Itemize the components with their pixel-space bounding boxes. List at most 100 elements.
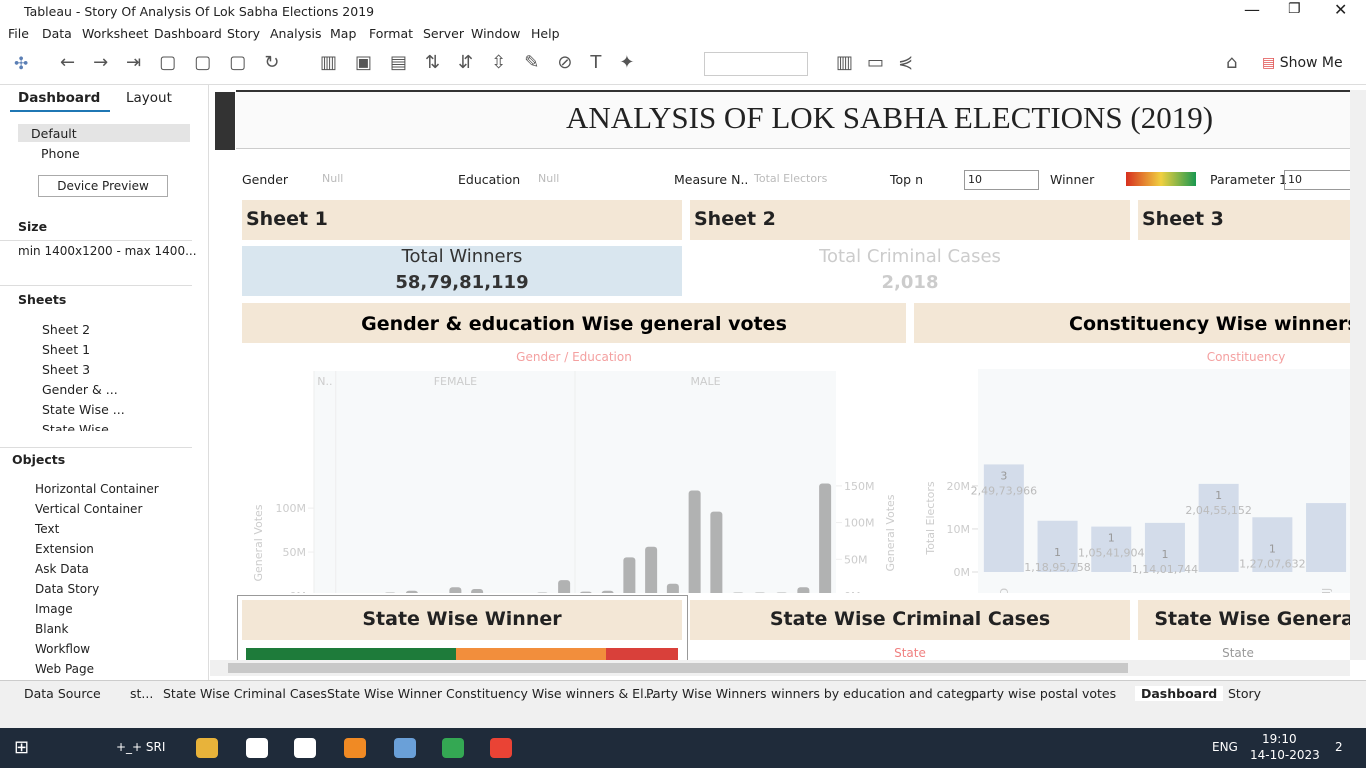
size-dropdown[interactable]: min 1400x1200 - max 1400...: [18, 244, 197, 258]
dashboard-title: ANALYSIS OF LOK SABHA ELECTIONS (2019): [566, 100, 1214, 135]
highlight-icon[interactable]: ⌂: [1226, 52, 1238, 73]
notifications[interactable]: 2: [1335, 740, 1343, 754]
kpi-value: 2,018: [881, 272, 939, 293]
sheet-item[interactable]: Sheet 2: [42, 322, 91, 337]
menu-item[interactable]: Worksheet: [82, 26, 149, 41]
menu-item[interactable]: Data: [42, 26, 72, 41]
start-button[interactable]: ⊞: [14, 737, 30, 758]
bar: [754, 592, 765, 593]
menu-item[interactable]: File: [8, 26, 29, 41]
menu-item[interactable]: Dashboard: [154, 26, 222, 41]
menu-item[interactable]: Map: [330, 26, 357, 41]
sheet-item[interactable]: Sheet 1: [42, 342, 91, 357]
taskbar: ⊞ +_+ SRI ENG 19:10 14-10-2023 2: [0, 728, 1366, 768]
sheet-tab[interactable]: st...: [130, 686, 154, 701]
container-handle[interactable]: [215, 92, 235, 150]
object-item[interactable]: Extension: [35, 542, 94, 556]
panel-tab[interactable]: Layout: [126, 90, 172, 106]
restore[interactable]: ❐: [1288, 1, 1301, 17]
object-item[interactable]: Web Page: [35, 662, 95, 676]
group-label: FEMALE: [434, 375, 477, 388]
sheet-item[interactable]: Gender & ...: [42, 382, 118, 397]
object-item[interactable]: Blank: [35, 622, 69, 636]
x-axis-title: Constituency: [1207, 350, 1286, 364]
clock-time: 19:10: [1262, 732, 1297, 746]
data-label: 1,18,95,758: [1024, 561, 1090, 574]
sheet-item[interactable]: State Wise ...: [42, 402, 125, 417]
object-item[interactable]: Text: [35, 522, 60, 536]
left-panel: Dashboard Layout Default Phone Device Previe…: [0, 85, 209, 680]
sheet-item[interactable]: Sheet 3: [42, 362, 91, 377]
group-label: N..: [317, 375, 332, 388]
sheet-tab[interactable]: State Wise Criminal Cases: [163, 686, 327, 701]
sheet-tab[interactable]: Story: [1228, 686, 1262, 701]
v-scrollbar[interactable]: [1350, 90, 1366, 660]
filter-control[interactable]: Null: [538, 172, 560, 185]
device-item[interactable]: Phone: [41, 146, 80, 161]
y-tick-label: 10M: [947, 523, 971, 536]
menu-item[interactable]: Format: [369, 26, 414, 41]
tableau-logo[interactable]: ✣: [14, 54, 29, 74]
y-tick-label: 100M: [276, 502, 307, 515]
bar: [623, 557, 636, 593]
kpi-box: [242, 246, 682, 296]
menu-item[interactable]: Analysis: [270, 26, 322, 41]
winner-legend: [1126, 172, 1196, 186]
object-item[interactable]: Ask Data: [35, 562, 89, 576]
bar: [1252, 517, 1293, 572]
sheet-tab[interactable]: Party Wise Winners: [646, 686, 767, 701]
bar: [733, 592, 744, 593]
device-preview-button[interactable]: Device Preview: [38, 175, 168, 197]
winner-count: 3: [1000, 469, 1007, 482]
minimize[interactable]: —: [1244, 0, 1260, 19]
toolbar-icons-2[interactable]: ▥▣▤⇅⇵⇳✎⊘T✦: [320, 52, 653, 73]
filter-control[interactable]: 10: [1284, 170, 1350, 190]
fit-dropdown[interactable]: [704, 52, 808, 76]
bar: [537, 592, 548, 593]
sheet-tab[interactable]: Dashboard: [1135, 686, 1224, 701]
filter-label: Gender: [242, 172, 289, 187]
data-label: 1,14,01,744: [1132, 563, 1198, 576]
menu-item[interactable]: Server: [423, 26, 464, 41]
object-item[interactable]: Data Story: [35, 582, 100, 596]
object-item[interactable]: Workflow: [35, 642, 91, 656]
panel-tab[interactable]: Dashboard: [18, 90, 101, 106]
toolbar-icons[interactable]: ←→⇥▢▢▢↻: [60, 52, 298, 73]
app-icon[interactable]: [442, 738, 464, 758]
sheet-tab[interactable]: winners by education and categ...: [771, 686, 984, 701]
filter-control[interactable]: Null: [322, 172, 344, 185]
filter-label: Top n: [890, 172, 923, 187]
y-axis-title: General Votes: [252, 504, 265, 581]
bar: [405, 590, 418, 593]
show-me[interactable]: ▤ Show Me: [1262, 55, 1343, 71]
sheet-tab[interactable]: Data Source: [24, 686, 101, 701]
sheet-item[interactable]: State Wise: [42, 422, 109, 431]
app-icon[interactable]: [294, 738, 316, 758]
chart-title: State Wise Criminal Cases: [769, 608, 1051, 630]
app-icon[interactable]: [196, 738, 218, 758]
app-icon[interactable]: [394, 738, 416, 758]
section-heading: Objects: [12, 452, 66, 467]
winner-bar: [246, 648, 456, 660]
filter-control[interactable]: 10: [964, 170, 1039, 190]
sheet-tab[interactable]: party wise postal votes: [971, 686, 1117, 701]
device-item[interactable]: Default: [31, 126, 77, 141]
menu-item[interactable]: Window: [471, 26, 521, 41]
toolbar-icons-3[interactable]: ▥▭⋞: [836, 52, 928, 73]
sheet-tab[interactable]: State Wise Winner: [327, 686, 443, 701]
chart-subtitle: State: [1222, 646, 1254, 660]
close[interactable]: ✕: [1334, 0, 1348, 19]
title-bar: Tableau - Story Of Analysis Of Lok Sabha…: [0, 0, 1366, 22]
object-item[interactable]: Vertical Container: [35, 502, 143, 516]
app-icon[interactable]: [344, 738, 366, 758]
app-icon[interactable]: [490, 738, 512, 758]
filter-control[interactable]: Total Electors: [754, 172, 828, 185]
object-item[interactable]: Image: [35, 602, 73, 616]
object-item[interactable]: Horizontal Container: [35, 482, 159, 496]
tab-underline: [10, 110, 110, 112]
menu-item[interactable]: Help: [531, 26, 560, 41]
h-scrollbar[interactable]: [210, 660, 1350, 676]
menu-item[interactable]: Story: [227, 26, 261, 41]
app-icon[interactable]: [246, 738, 268, 758]
sheet-tab[interactable]: Constituency Wise winners & El...: [446, 686, 656, 701]
